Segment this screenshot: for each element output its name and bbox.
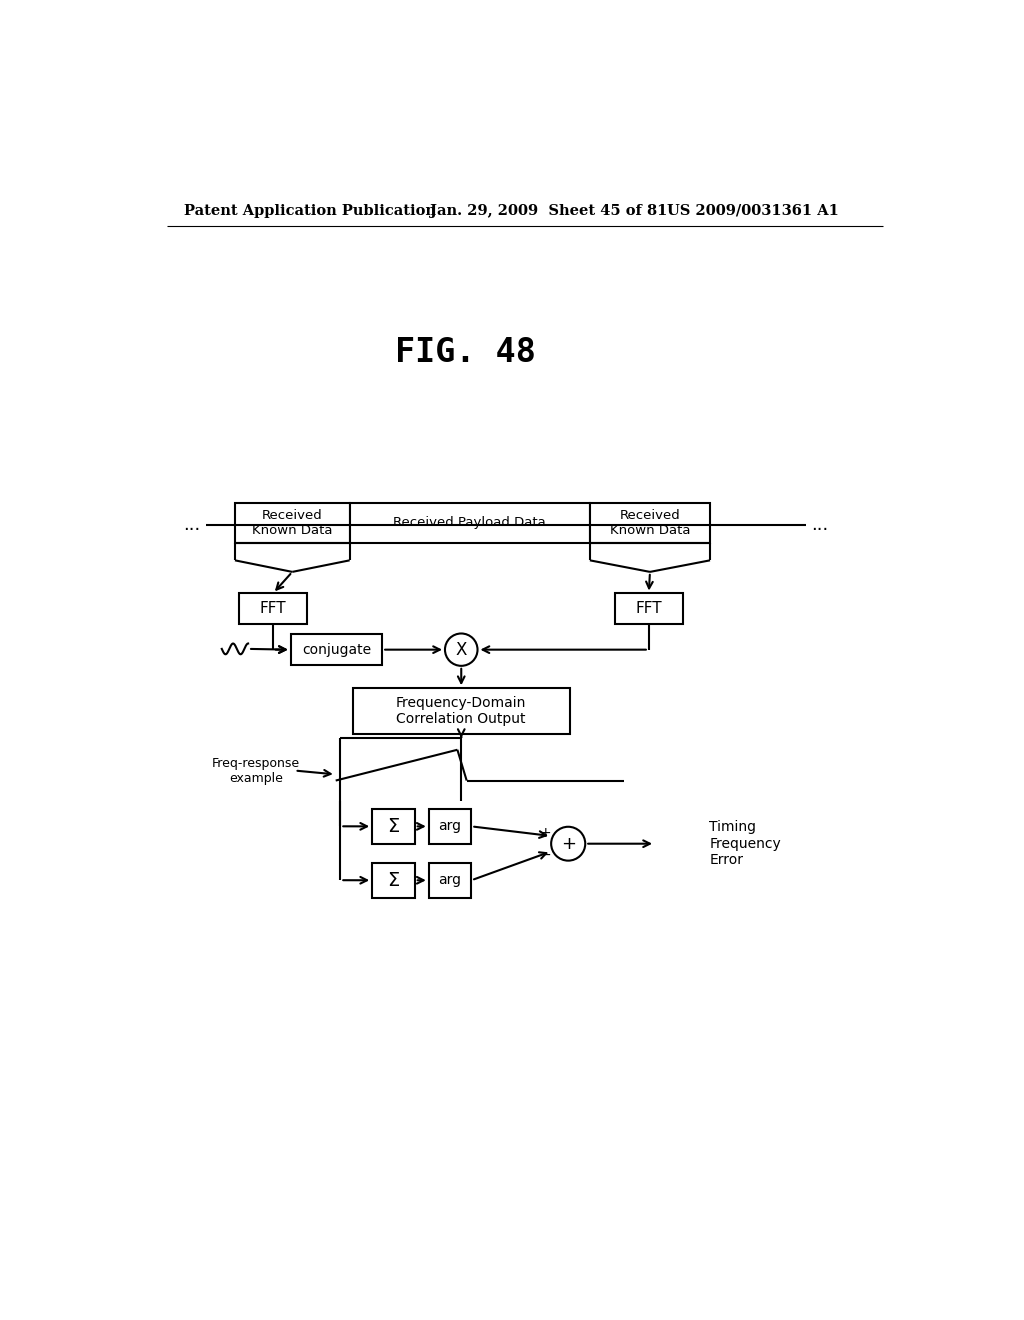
Text: Received Payload Data: Received Payload Data: [393, 516, 546, 529]
Text: conjugate: conjugate: [302, 643, 371, 656]
Bar: [352, 688, 569, 734]
Text: Patent Application Publication: Patent Application Publication: [183, 203, 436, 218]
Bar: [429, 863, 471, 898]
Text: FFT: FFT: [260, 602, 287, 616]
Text: +: +: [540, 826, 551, 840]
Text: Σ: Σ: [387, 817, 399, 836]
Bar: [429, 809, 471, 843]
Bar: [234, 503, 349, 543]
Text: Received
Known Data: Received Known Data: [609, 508, 690, 537]
Text: Freq-response
example: Freq-response example: [212, 756, 300, 784]
Text: FIG. 48: FIG. 48: [395, 337, 537, 370]
Text: −: −: [540, 847, 551, 862]
Text: Σ: Σ: [387, 871, 399, 890]
Text: arg: arg: [438, 820, 462, 833]
Text: FFT: FFT: [636, 602, 663, 616]
Text: Timing
Frequency
Error: Timing Frequency Error: [710, 821, 781, 867]
Text: US 2009/0031361 A1: US 2009/0031361 A1: [667, 203, 839, 218]
Bar: [349, 503, 590, 543]
Bar: [590, 503, 710, 543]
Text: X: X: [456, 640, 467, 659]
Bar: [291, 635, 382, 665]
Circle shape: [445, 634, 477, 665]
Text: Received
Known Data: Received Known Data: [252, 508, 333, 537]
Text: arg: arg: [438, 874, 462, 887]
Text: ...: ...: [183, 516, 200, 533]
Bar: [239, 594, 307, 624]
Circle shape: [551, 826, 586, 861]
Text: ...: ...: [811, 516, 828, 533]
Bar: [372, 863, 415, 898]
Text: +: +: [561, 834, 575, 853]
Bar: [614, 594, 683, 624]
Text: Frequency-Domain
Correlation Output: Frequency-Domain Correlation Output: [396, 696, 526, 726]
Bar: [372, 809, 415, 843]
Text: Jan. 29, 2009  Sheet 45 of 81: Jan. 29, 2009 Sheet 45 of 81: [430, 203, 668, 218]
